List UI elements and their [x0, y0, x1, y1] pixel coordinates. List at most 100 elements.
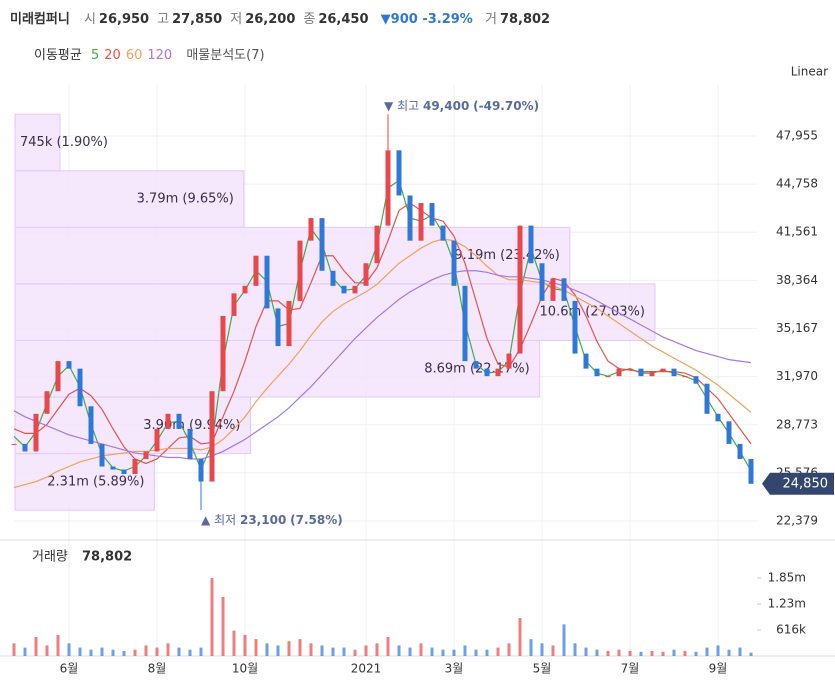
- volume-bar: [683, 650, 687, 656]
- profile-bar: [14, 453, 155, 511]
- price-value: 26,450: [318, 12, 369, 27]
- x-tick-label: 2021: [351, 662, 382, 676]
- volume-bar: [397, 645, 401, 656]
- candle: [22, 443, 28, 452]
- profile-label: 9.19m (23.42%): [454, 248, 559, 263]
- header: 미래컴퍼니 시 26,950 고 27,850 저 26,200 종 26,450 ▼900 …: [10, 8, 558, 27]
- candle: [748, 458, 754, 484]
- low-part: 최저: [214, 513, 236, 527]
- volume-bar: [441, 649, 445, 656]
- low-part: (7.58%): [290, 513, 343, 527]
- candle: [77, 368, 83, 407]
- low-annotation: ▲ 최저 23,100 (7.58%): [201, 513, 343, 527]
- candle: [594, 368, 600, 377]
- y-tick-label: 22,379: [776, 514, 818, 528]
- legend-entry: 5: [90, 48, 100, 63]
- volume-bar: [694, 651, 698, 656]
- stock-name: 미래컴퍼니: [10, 12, 70, 27]
- y-tick-label: 31,970: [776, 369, 818, 383]
- volume-title: 거래량: [32, 550, 68, 565]
- candle: [429, 203, 435, 226]
- x-tick-label: 8월: [148, 662, 167, 676]
- profile-label: 3.79m (9.65%): [137, 192, 234, 207]
- price-items: 시 26,950 고 27,850 저 26,200 종 26,450: [84, 12, 377, 27]
- volume-bar: [331, 647, 335, 656]
- volume-bar: [650, 650, 654, 656]
- volume-bar: [144, 645, 148, 656]
- volume-tick-label: 616k: [776, 623, 806, 637]
- volume-bar: [210, 577, 214, 656]
- volume-bar: [111, 649, 115, 656]
- candle: [363, 263, 369, 286]
- ma-line: [13, 238, 752, 489]
- low-part: 23,100: [240, 513, 286, 527]
- y-tick-label: 28,773: [776, 417, 818, 431]
- candle: [242, 285, 248, 294]
- volume-bar: [100, 647, 104, 656]
- volume-bar: [716, 645, 720, 656]
- volume-bar: [595, 649, 599, 656]
- volume-bar: [628, 650, 632, 656]
- volume-bar: [474, 649, 478, 656]
- volume-bar: [166, 643, 170, 656]
- volume-bar: [573, 643, 577, 656]
- change-amount: 900: [390, 12, 418, 27]
- volume-bar: [67, 643, 71, 656]
- volume-bar: [507, 643, 511, 656]
- profile-title: 매물분석도(7): [186, 48, 265, 63]
- candle: [484, 368, 490, 377]
- profile-bar: [14, 170, 245, 228]
- volume-bar: [485, 649, 489, 656]
- x-tick-label: 6월: [60, 662, 79, 676]
- volume-bar: [221, 596, 225, 656]
- volume-bar: [177, 647, 181, 656]
- candle: [473, 361, 479, 369]
- candle: [616, 368, 622, 377]
- volume-bar: [562, 624, 566, 656]
- volume-bar: [353, 649, 357, 656]
- candle: [704, 383, 710, 414]
- volume-bar: [89, 649, 93, 656]
- volume-bar: [584, 647, 588, 656]
- volume-bar: [23, 647, 27, 656]
- volume-label: 거: [484, 12, 497, 27]
- ma-line: [13, 270, 752, 460]
- volume-bar: [727, 649, 731, 656]
- x-tick-label: 10월: [232, 662, 258, 676]
- high-annotation: ▼ 최고 49,400 (-49.70%): [384, 99, 539, 113]
- candle: [440, 225, 446, 241]
- volume-bar: [34, 637, 38, 656]
- candle: [726, 421, 732, 444]
- y-tick-label: 38,364: [776, 273, 818, 287]
- volume-bar: [430, 647, 434, 656]
- candle: [550, 278, 556, 301]
- volume-value: 78,802: [499, 12, 551, 27]
- price-label: 고: [157, 12, 170, 27]
- change: ▼900 -3.29%: [381, 12, 473, 27]
- candle: [495, 368, 501, 377]
- volume-bar: [298, 639, 302, 656]
- volume-bar: [199, 647, 203, 656]
- volume-bar: [342, 647, 346, 656]
- candle: [506, 353, 512, 369]
- candle: [121, 469, 127, 475]
- candle: [264, 255, 270, 309]
- candle: [209, 391, 215, 482]
- profile-bar: [14, 283, 656, 341]
- volume-bar: [540, 643, 544, 656]
- profile-label: 2.31m (5.89%): [47, 474, 144, 489]
- volume-bar: [749, 652, 753, 656]
- candle: [396, 150, 402, 196]
- price-value: 26,200: [245, 12, 296, 27]
- candle: [374, 225, 380, 264]
- volume-tick-label: 1.85m: [768, 570, 806, 584]
- price-label: 종: [303, 12, 316, 27]
- candle: [187, 428, 193, 459]
- volume-bar: [529, 639, 533, 656]
- volume-tick-label: 1.23m: [768, 597, 806, 611]
- candle: [649, 371, 655, 377]
- candle: [253, 255, 259, 286]
- volume-bar: [254, 639, 258, 656]
- volume-bar: [408, 647, 412, 656]
